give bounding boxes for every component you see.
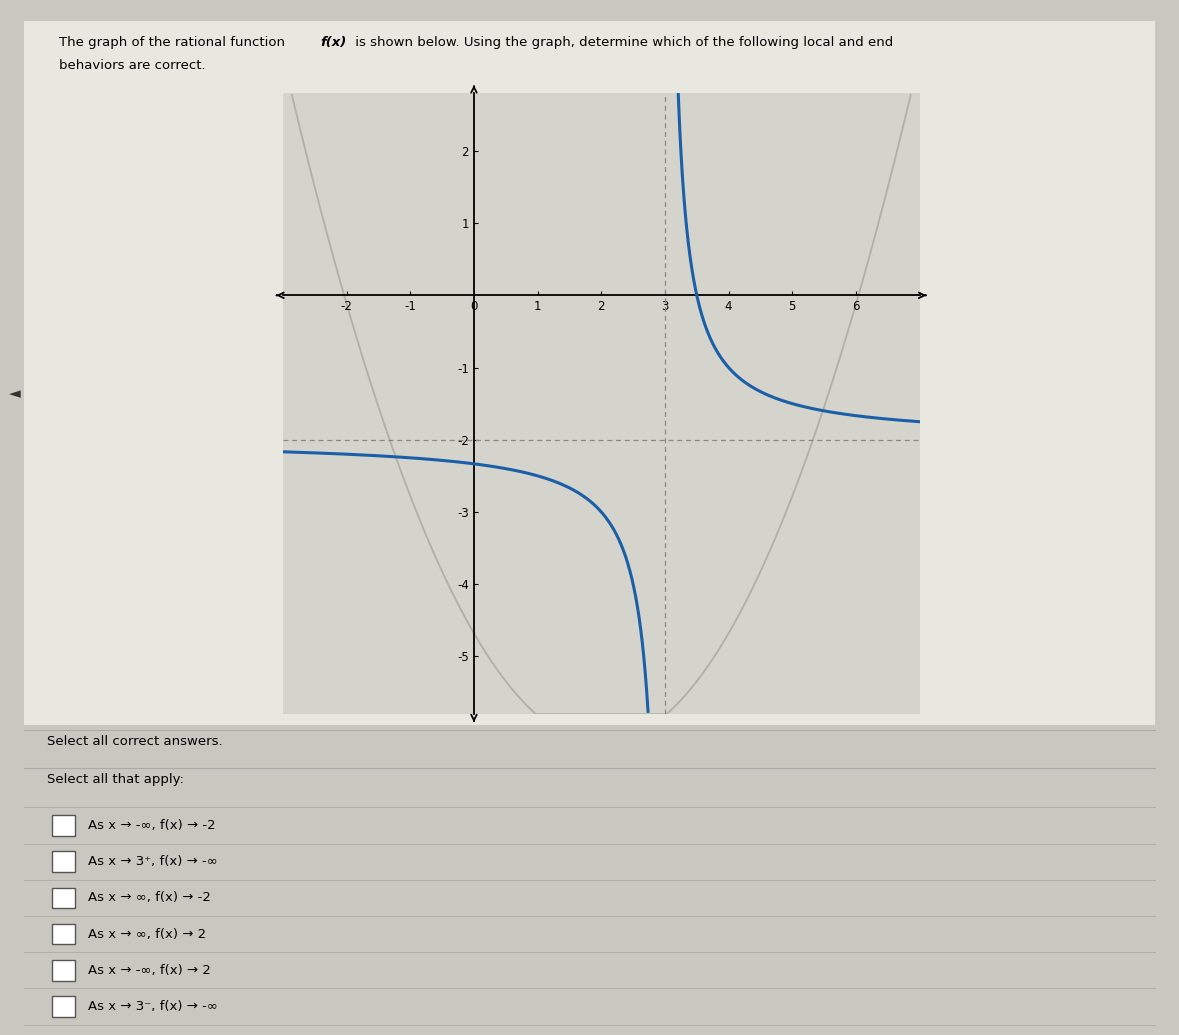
Text: f(x): f(x) [321,36,347,50]
Text: As x → ∞, f(x) → -2: As x → ∞, f(x) → -2 [88,891,211,905]
Text: ◄: ◄ [9,386,21,401]
Text: The graph of the rational function: The graph of the rational function [59,36,289,50]
Text: As x → 3⁻, f(x) → -∞: As x → 3⁻, f(x) → -∞ [88,1000,218,1013]
Text: As x → -∞, f(x) → 2: As x → -∞, f(x) → 2 [88,964,211,977]
Text: Select all that apply:: Select all that apply: [47,773,184,787]
Text: As x → -∞, f(x) → -2: As x → -∞, f(x) → -2 [88,819,216,832]
Text: Select all correct answers.: Select all correct answers. [47,735,223,748]
Text: As x → ∞, f(x) → 2: As x → ∞, f(x) → 2 [88,927,206,941]
Text: As x → 3⁺, f(x) → -∞: As x → 3⁺, f(x) → -∞ [88,855,218,868]
Text: behaviors are correct.: behaviors are correct. [59,59,205,72]
Text: is shown below. Using the graph, determine which of the following local and end: is shown below. Using the graph, determi… [351,36,894,50]
